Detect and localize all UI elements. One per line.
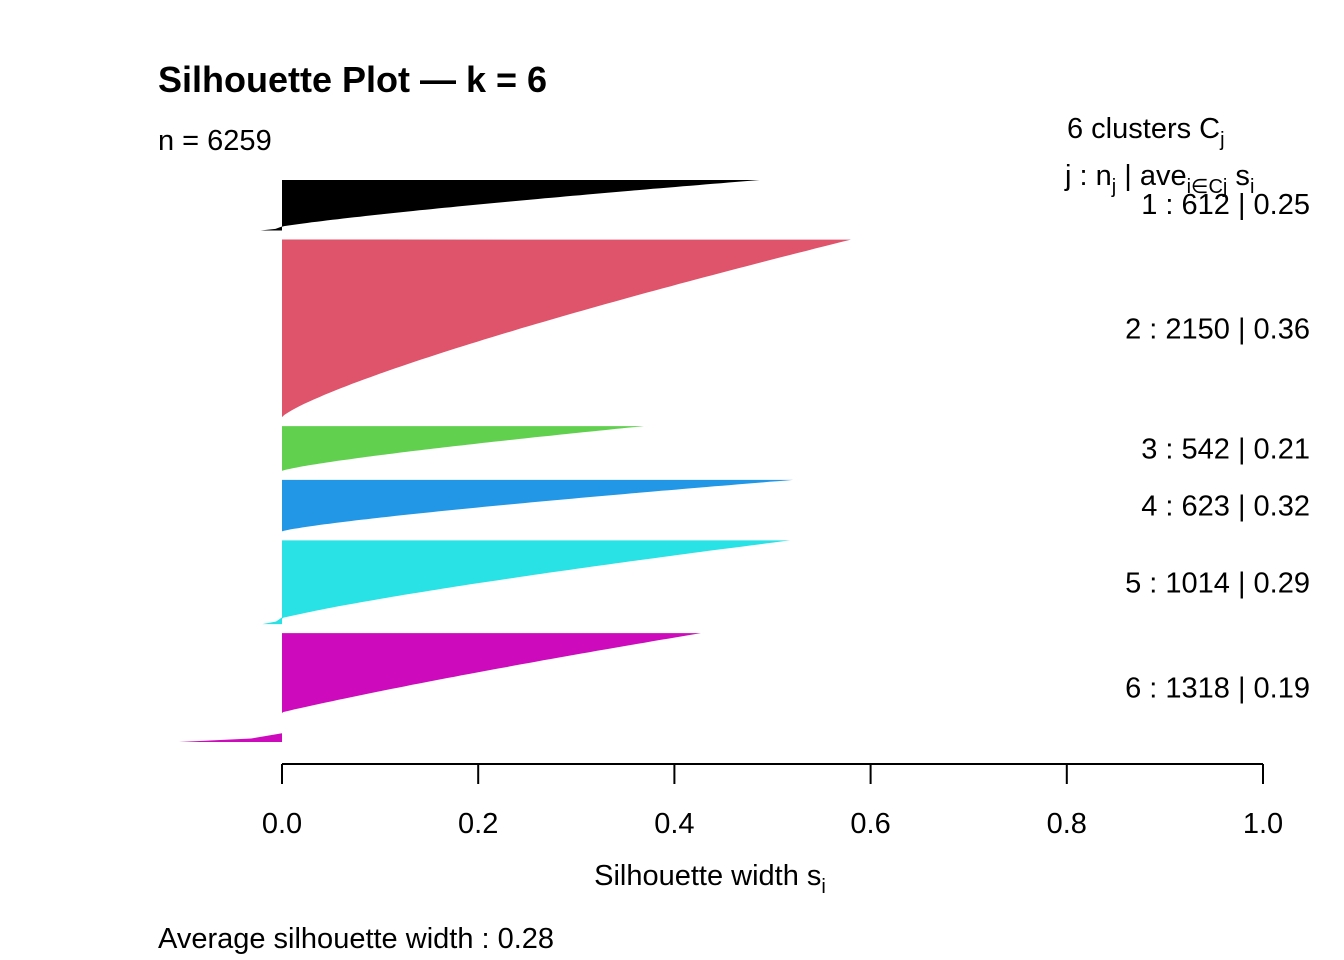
x-axis-title-text: Silhouette width [594,860,799,892]
silhouette-negative-tail-cluster-5 [262,617,282,625]
silhouette-negative-tail-cluster-1 [260,226,282,231]
x-tick-label-4: 0.8 [1047,808,1087,840]
x-tick-label-1: 0.2 [458,808,498,840]
legend-header-s: s [1227,160,1250,192]
legend-header-clusters: 6 clusters Cj [1067,113,1225,151]
legend-header-s-sub: i [1250,176,1254,198]
x-tick-label-0: 0.0 [262,808,302,840]
legend-row-cluster-3: 3 : 542 | 0.21 [1141,434,1310,466]
x-tick-label-3: 0.6 [850,808,890,840]
legend-header-columns: j : nj | avei∈Cj si [1064,160,1254,198]
x-tick-label-5: 1.0 [1243,808,1283,840]
silhouette-bar-cluster-4 [282,479,794,532]
legend-header-n: j : n [1064,160,1112,192]
cluster-legend: 6 clusters Cj j : nj | avei∈Cj si 1 : 61… [1064,113,1310,705]
legend-header-ave: | ave [1116,160,1186,192]
legend-row-cluster-5: 5 : 1014 | 0.29 [1125,567,1310,599]
x-axis-title-sub: i [821,876,825,898]
legend-row-cluster-4: 4 : 623 | 0.32 [1141,491,1310,523]
sample-size-label: n = 6259 [158,125,272,157]
legend-row-cluster-6: 6 : 1318 | 0.19 [1125,673,1310,705]
silhouette-bar-cluster-1 [282,180,760,231]
x-axis-title: Silhouette width si [594,860,826,898]
legend-row-cluster-1: 1 : 612 | 0.25 [1141,189,1310,221]
silhouette-bars [178,180,851,742]
average-silhouette-width: Average silhouette width : 0.28 [158,923,554,955]
silhouette-bar-cluster-3 [282,426,644,471]
silhouette-bar-cluster-6 [282,633,701,742]
chart-title: Silhouette Plot — k = 6 [158,59,547,100]
silhouette-bar-cluster-2 [282,239,851,418]
x-axis: 0.0 0.2 0.4 0.6 0.8 1.0 [262,763,1283,840]
x-tick-label-2: 0.4 [654,808,694,840]
legend-row-cluster-2: 2 : 2150 | 0.36 [1125,313,1310,345]
silhouette-bar-cluster-5 [282,540,791,625]
silhouette-negative-tail-cluster-6 [178,733,282,742]
x-axis-title-var: s [807,860,822,892]
legend-header-ave-sub: i∈Cj [1187,176,1228,198]
legend-header-clusters-text: 6 clusters C [1067,113,1220,145]
legend-header-n-sub: j [1111,176,1116,198]
legend-header-clusters-sub: j [1219,129,1224,151]
